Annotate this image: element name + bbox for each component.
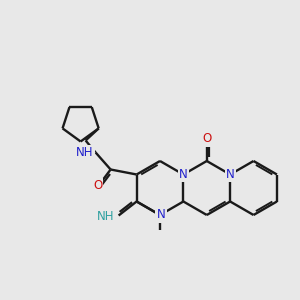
Text: N: N [179, 168, 188, 181]
Text: O: O [93, 179, 102, 192]
Text: N: N [226, 168, 235, 181]
Text: NH: NH [97, 210, 115, 223]
Text: O: O [202, 133, 212, 146]
Text: N: N [157, 208, 165, 221]
Text: NH: NH [76, 146, 94, 159]
